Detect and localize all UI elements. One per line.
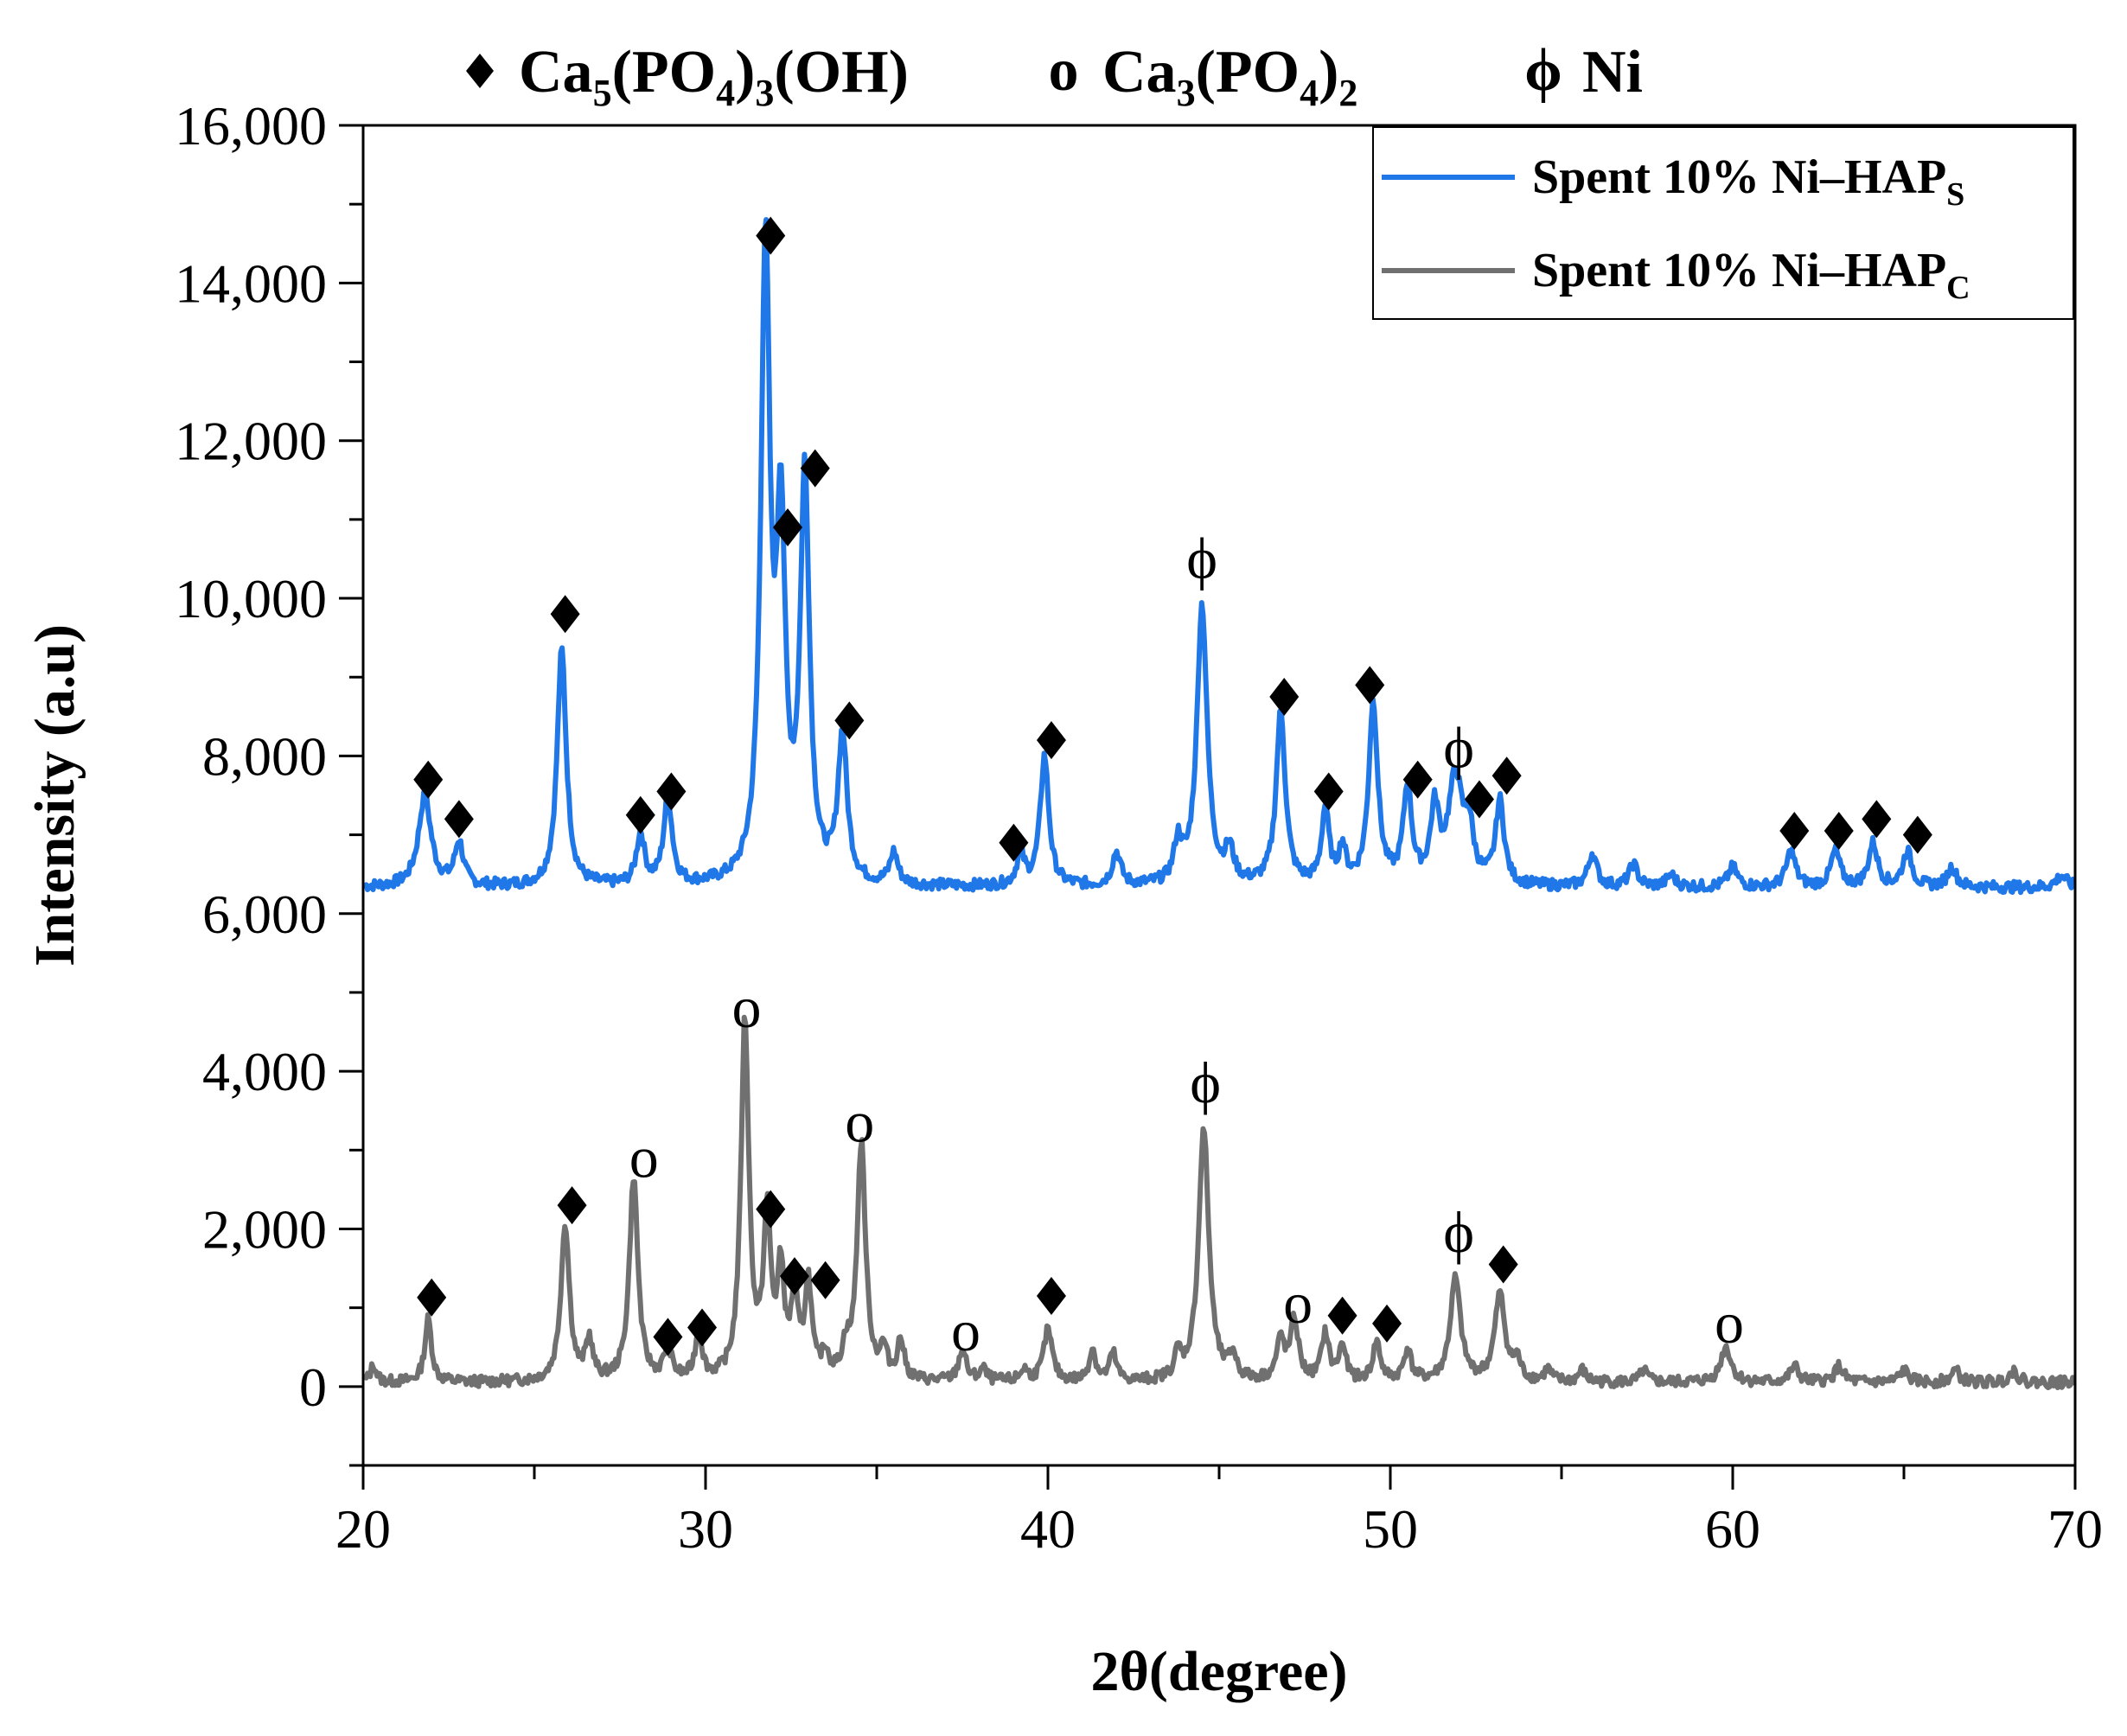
y-tick-label: 4,000	[202, 1041, 327, 1102]
diamond-marker	[1902, 815, 1932, 854]
legend-label-1: Spent 10% Ni–HAPC	[1532, 244, 1971, 306]
diamond-marker	[687, 1308, 718, 1347]
diamond-marker	[653, 1318, 683, 1356]
diamond-marker	[1779, 812, 1810, 851]
x-axis-title: 2θ(degree)	[1090, 1640, 1347, 1703]
diamond-marker	[773, 508, 803, 546]
plot-frame	[361, 124, 2077, 1467]
diamond-marker	[1862, 800, 1892, 839]
diamond-marker	[417, 1278, 447, 1317]
diamond-marker	[656, 772, 687, 811]
diamond-marker	[756, 216, 786, 255]
legend-box	[1372, 126, 2074, 320]
diamond-marker	[1313, 772, 1344, 811]
phi-marker: ϕ	[1190, 1050, 1221, 1115]
x-tick-label: 70	[2047, 1498, 2103, 1560]
series-layer	[363, 217, 2077, 1390]
x-tick-label: 30	[678, 1498, 733, 1560]
diamond-marker	[1491, 756, 1522, 795]
diamond-marker	[1464, 780, 1494, 819]
phase-key-diamond-icon	[466, 54, 494, 88]
phase-key-item-2: ϕ Ni	[1524, 37, 1643, 105]
diamond-marker	[1488, 1245, 1518, 1284]
y-tick-label: 14,000	[175, 252, 327, 314]
diamond-marker	[1402, 760, 1433, 799]
diamond-marker	[756, 1190, 786, 1229]
phase-key-formula: Ni	[1582, 39, 1643, 105]
x-tick-label: 60	[1705, 1498, 1760, 1560]
phi-marker: ϕ	[1186, 525, 1217, 590]
phase-key-formula: Ca3(PO4)2	[1102, 39, 1357, 114]
phase-key-symbol: ϕ	[1524, 37, 1562, 104]
diamond-marker	[800, 449, 830, 488]
annotation-layer: ϕ ϕ o o o o ϕ o ϕ o	[413, 216, 1932, 1363]
x-tick-label: 50	[1363, 1498, 1418, 1560]
diamond-marker	[1269, 678, 1300, 717]
phase-key-symbol: o	[1049, 37, 1079, 104]
y-tick-label: 0	[299, 1356, 327, 1418]
y-tick-label: 8,000	[202, 725, 327, 787]
diamond-marker	[1355, 666, 1385, 705]
phi-marker: ϕ	[1443, 714, 1474, 780]
y-tick-label: 6,000	[202, 884, 327, 945]
y-tick-label: 2,000	[202, 1198, 327, 1260]
diamond-marker	[810, 1261, 840, 1299]
x-tick-label: 40	[1020, 1498, 1076, 1560]
circle-marker: o	[1715, 1290, 1744, 1356]
axes-layer: 20 30 40 50 60 70 0 2,000 4,000 6,000 8,000 10,000 1…	[175, 95, 2103, 1560]
phase-key-item-1: o Ca3(PO4)2	[1049, 37, 1358, 114]
diamond-marker	[1036, 721, 1066, 760]
diamond-marker	[1327, 1296, 1357, 1335]
phi-marker: ϕ	[1443, 1199, 1474, 1265]
diamond-marker	[999, 823, 1029, 862]
diamond-marker	[557, 1186, 587, 1225]
series-line-1	[363, 1014, 2077, 1390]
y-tick-label: 12,000	[175, 411, 327, 472]
series-line-0	[363, 217, 2077, 896]
legend: Spent 10% Ni–HAPS Spent 10% Ni–HAPC	[1372, 126, 2074, 320]
circle-marker: o	[845, 1088, 874, 1154]
phase-key-formula: Ca5(PO4)3(OH)	[519, 39, 909, 114]
diamond-marker	[444, 800, 474, 839]
y-tick-label: 10,000	[175, 568, 327, 629]
x-tick-label: 20	[335, 1498, 391, 1560]
legend-label-0: Spent 10% Ni–HAPS	[1532, 150, 1964, 213]
phase-key-item-0: Ca5(PO4)3(OH)	[466, 39, 909, 114]
y-tick-label: 16,000	[175, 95, 327, 156]
y-axis-title: Intensity (a.u)	[23, 624, 86, 967]
diamond-marker	[550, 595, 580, 634]
diamond-marker	[834, 701, 865, 740]
diamond-marker	[1372, 1304, 1402, 1343]
diamond-marker	[1036, 1276, 1066, 1315]
circle-marker: o	[951, 1298, 980, 1363]
diamond-marker	[779, 1257, 809, 1296]
circle-marker: o	[629, 1124, 659, 1190]
diamond-marker	[413, 760, 444, 799]
phase-key: Ca5(PO4)3(OH) o Ca3(PO4)2 ϕ Ni	[466, 37, 1643, 114]
diamond-marker	[1824, 812, 1854, 851]
circle-marker: o	[1283, 1270, 1313, 1336]
diamond-marker	[625, 795, 655, 834]
circle-marker: o	[732, 974, 762, 1040]
